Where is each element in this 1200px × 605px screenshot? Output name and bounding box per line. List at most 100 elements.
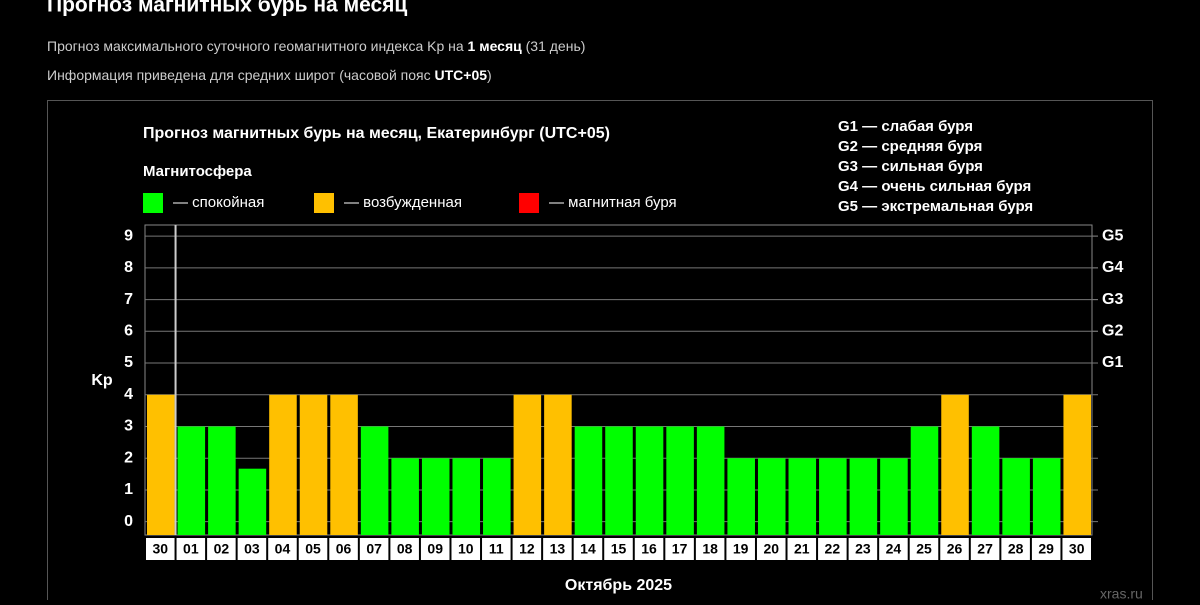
x-tick-box bbox=[1031, 538, 1061, 560]
bar bbox=[941, 394, 969, 535]
x-tick-box bbox=[237, 538, 267, 560]
subtitle: Прогноз максимального суточного геомагни… bbox=[47, 38, 585, 54]
bar bbox=[238, 468, 267, 535]
legend-swatch bbox=[143, 193, 163, 213]
x-tick-label: 23 bbox=[855, 541, 871, 557]
bar bbox=[757, 458, 786, 535]
x-tick-label: 14 bbox=[580, 541, 596, 557]
storm-legend: G3 — сильная буря bbox=[838, 158, 983, 175]
x-tick-label: 21 bbox=[794, 541, 810, 557]
x-tick-box bbox=[512, 538, 542, 560]
x-tick-label: 07 bbox=[366, 541, 382, 557]
bar bbox=[971, 426, 1000, 535]
bar bbox=[269, 394, 297, 535]
bar bbox=[208, 426, 236, 535]
x-tick-box bbox=[634, 538, 664, 560]
text: 1 месяц bbox=[468, 38, 523, 54]
bar bbox=[1032, 458, 1061, 535]
x-tick-box bbox=[848, 538, 878, 560]
x-tick-box bbox=[1001, 538, 1030, 560]
x-tick-label: 24 bbox=[886, 541, 902, 557]
y2-tick-label: G1 bbox=[1102, 354, 1123, 371]
bar bbox=[696, 426, 725, 535]
y-tick-label: 2 bbox=[124, 449, 133, 466]
x-tick-label: 20 bbox=[763, 541, 779, 557]
x-tick-label: 30 bbox=[152, 541, 168, 557]
bar bbox=[544, 394, 572, 535]
x-tick-label: 04 bbox=[275, 541, 291, 557]
x-tick-label: 27 bbox=[977, 541, 993, 557]
legend-label: — спокойная bbox=[173, 194, 264, 211]
text: (31 день) bbox=[522, 38, 586, 54]
bar bbox=[483, 458, 511, 535]
y-tick-label: 5 bbox=[124, 354, 133, 371]
x-tick-label: 09 bbox=[427, 541, 443, 557]
bar bbox=[727, 458, 755, 535]
text: UTC+05 bbox=[435, 67, 488, 83]
y-tick-label: 4 bbox=[124, 386, 133, 403]
y-tick-label: 0 bbox=[124, 513, 133, 530]
y-tick-label: 9 bbox=[124, 227, 133, 244]
x-tick-label: 08 bbox=[397, 541, 413, 557]
y-tick-label: 7 bbox=[124, 291, 133, 308]
y-axis-label: Kp bbox=[91, 372, 113, 389]
x-tick-box bbox=[940, 538, 969, 560]
watermark: xras.ru bbox=[1100, 586, 1143, 600]
x-tick-box bbox=[420, 538, 450, 560]
x-tick-box bbox=[146, 538, 175, 560]
page-title: Прогноз магнитных бурь на месяц bbox=[47, 0, 407, 17]
y2-tick-label: G3 bbox=[1102, 291, 1123, 308]
bar bbox=[910, 426, 939, 535]
chart-title: Прогноз магнитных бурь на месяц, Екатери… bbox=[143, 125, 610, 142]
x-tick-box bbox=[787, 538, 817, 560]
bar bbox=[147, 394, 175, 535]
bar bbox=[849, 458, 878, 535]
x-tick-label: 10 bbox=[458, 541, 474, 557]
x-tick-label: 02 bbox=[214, 541, 230, 557]
x-tick-label: 13 bbox=[550, 541, 566, 557]
x-tick-label: 17 bbox=[672, 541, 688, 557]
x-tick-box bbox=[329, 538, 358, 560]
storm-legend: G2 — средняя буря bbox=[838, 138, 982, 155]
x-tick-label: 11 bbox=[489, 541, 504, 557]
storm-legend: G5 — экстремальная буря bbox=[838, 198, 1033, 215]
x-tick-box bbox=[756, 538, 786, 560]
bar bbox=[666, 426, 694, 535]
y2-tick-label: G5 bbox=[1102, 227, 1123, 244]
x-tick-box bbox=[207, 538, 236, 560]
bar bbox=[513, 394, 542, 535]
x-tick-box bbox=[298, 538, 328, 560]
x-tick-box bbox=[726, 538, 755, 560]
x-tick-label: 30 bbox=[1069, 541, 1085, 557]
x-tick-box bbox=[176, 538, 206, 560]
bar bbox=[391, 458, 419, 535]
legend-swatch bbox=[519, 193, 539, 213]
subtitle: Информация приведена для средних широт (… bbox=[47, 67, 492, 83]
x-tick-label: 18 bbox=[702, 541, 718, 557]
y-tick-label: 6 bbox=[124, 323, 133, 340]
bar bbox=[1002, 458, 1030, 535]
x-tick-box bbox=[909, 538, 939, 560]
x-tick-label: 19 bbox=[733, 541, 749, 557]
x-tick-box bbox=[359, 538, 389, 560]
x-tick-box bbox=[818, 538, 847, 560]
x-tick-label: 29 bbox=[1038, 541, 1054, 557]
x-tick-label: 06 bbox=[336, 541, 352, 557]
x-tick-box bbox=[604, 538, 633, 560]
text: Прогноз максимального суточного геомагни… bbox=[47, 38, 468, 54]
x-tick-box bbox=[573, 538, 603, 560]
bar bbox=[299, 394, 328, 535]
x-tick-box bbox=[268, 538, 297, 560]
y-tick-label: 8 bbox=[124, 259, 133, 276]
x-tick-box bbox=[695, 538, 725, 560]
x-tick-box bbox=[451, 538, 481, 560]
legend-title: Магнитосфера bbox=[143, 163, 252, 180]
bar bbox=[330, 394, 358, 535]
text: Информация приведена для средних широт (… bbox=[47, 67, 435, 83]
bar bbox=[788, 458, 817, 535]
y2-tick-label: G4 bbox=[1102, 259, 1123, 276]
x-tick-label: 01 bbox=[183, 541, 199, 557]
x-tick-label: 28 bbox=[1008, 541, 1024, 557]
x-tick-label: 15 bbox=[611, 541, 627, 557]
y-tick-label: 1 bbox=[124, 481, 133, 498]
